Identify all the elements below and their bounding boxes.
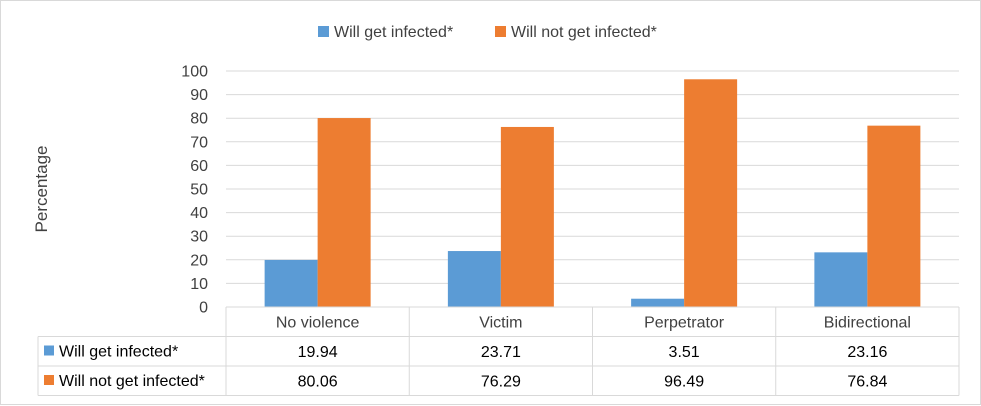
table-legend-key-1	[44, 345, 54, 356]
legend-swatch-1	[318, 26, 329, 37]
table-value: 76.29	[481, 374, 521, 391]
bar-not-infected-3	[684, 79, 738, 307]
y-tick-label: 80	[190, 111, 208, 128]
table-value: 19.94	[298, 344, 338, 361]
y-tick-label: 0	[199, 300, 208, 317]
category-label: Perpetrator	[644, 315, 725, 332]
table-value: 76.84	[847, 374, 887, 391]
bar-infected-4	[814, 252, 868, 307]
y-tick-label: 30	[190, 229, 208, 246]
y-tick-label: 10	[190, 276, 208, 293]
table-value: 23.71	[481, 344, 521, 361]
y-tick-label: 40	[190, 205, 208, 222]
bar-infected-1	[264, 259, 318, 307]
y-tick-label: 90	[190, 87, 208, 104]
category-label: Victim	[479, 315, 522, 332]
bar-not-infected-1	[317, 118, 371, 307]
bar-infected-2	[447, 251, 501, 307]
category-label: Bidirectional	[824, 315, 911, 332]
bar-not-infected-4	[867, 125, 921, 308]
y-tick-label: 100	[181, 64, 208, 81]
table-legend-key-2	[44, 375, 54, 385]
legend-swatch-2	[495, 26, 506, 37]
table-value: 80.06	[298, 374, 338, 391]
table-value: 96.49	[664, 374, 704, 391]
table-value: 3.51	[669, 344, 700, 361]
y-axis-label: Percentage	[32, 146, 51, 233]
y-tick-label: 60	[190, 158, 208, 175]
legend-label: Will get infected*	[334, 24, 453, 41]
y-tick-label: 50	[190, 182, 208, 199]
y-tick-label: 20	[190, 252, 208, 269]
category-label: No violence	[276, 315, 360, 332]
y-tick-label: 70	[190, 134, 208, 151]
bar-not-infected-2	[500, 126, 554, 307]
table-series-label: Will get infected*	[59, 344, 178, 361]
table-value: 23.16	[847, 344, 887, 361]
legend-label: Will not get infected*	[511, 24, 657, 41]
table-series-label: Will not get infected*	[59, 373, 205, 390]
bar-infected-3	[631, 298, 685, 307]
